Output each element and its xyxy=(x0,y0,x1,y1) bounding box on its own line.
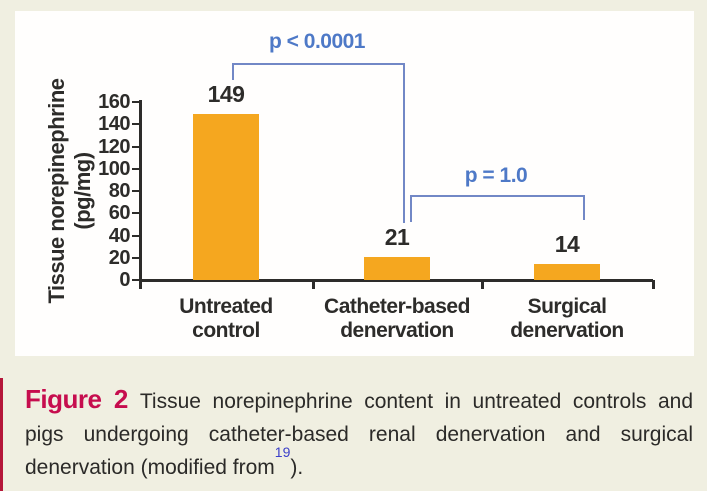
y-axis-tick-label: 20 xyxy=(108,246,131,269)
category-label-line1: Catheter-based xyxy=(324,295,470,318)
p-value-label: p < 0.0001 xyxy=(269,30,366,53)
figure-caption: Figure 2 Tissue norepinephrine content in… xyxy=(25,383,693,484)
p-value-label: p = 1.0 xyxy=(464,164,528,187)
x-axis-line xyxy=(139,279,653,282)
y-axis-tick-label: 100 xyxy=(98,157,130,180)
category-label-line1: Surgical xyxy=(527,295,607,318)
caption-end: ). xyxy=(290,456,304,479)
significance-bracket-right-leg xyxy=(403,63,405,223)
significance-bracket-top xyxy=(410,195,585,197)
bar-value-label: 21 xyxy=(384,223,410,250)
y-axis-tick-label: 40 xyxy=(108,224,131,247)
y-axis-tick xyxy=(132,145,140,148)
figure-label: Figure 2 xyxy=(25,384,128,414)
x-axis-tick xyxy=(139,280,142,289)
y-axis-tick xyxy=(132,123,140,126)
significance-bracket-left-leg xyxy=(410,195,412,222)
category-label-line1: Untreated xyxy=(179,295,273,318)
y-axis-tick-label: 140 xyxy=(98,113,130,136)
y-axis-tick xyxy=(132,279,140,281)
caption-text: Tissue norepinephrine content in untreat… xyxy=(25,390,693,479)
y-axis-tick-label: 80 xyxy=(108,180,131,202)
bar-3 xyxy=(534,264,600,280)
category-label-line2: denervation xyxy=(510,319,624,342)
category-label: Untreated control xyxy=(131,295,321,343)
y-axis-tick xyxy=(132,190,140,192)
bar-value-label: 149 xyxy=(207,81,245,108)
y-axis-tick xyxy=(132,256,140,259)
category-label-line2: control xyxy=(192,319,260,342)
y-axis-tick-label: 0 xyxy=(119,269,130,291)
bar-2 xyxy=(364,256,430,280)
y-axis-tick xyxy=(132,101,140,103)
y-axis-tick xyxy=(132,167,140,170)
page-edge-rule xyxy=(0,378,3,491)
significance-bracket-top xyxy=(232,63,405,65)
reference-link[interactable]: 19 xyxy=(274,444,291,460)
chart-panel: Tissue norepinephrine (pg/mg) 0 20 40 60 80 1… xyxy=(15,11,694,356)
y-axis-line xyxy=(139,100,142,281)
x-axis-tick xyxy=(312,280,315,289)
bar-1 xyxy=(193,114,259,280)
y-axis-tick-label: 60 xyxy=(108,202,131,225)
y-axis-title-line1: Tissue norepinephrine xyxy=(44,78,69,304)
y-axis-tick-label: 120 xyxy=(98,135,130,158)
bar-value-label: 14 xyxy=(554,231,580,258)
significance-bracket-left-leg xyxy=(232,63,234,80)
x-axis-tick xyxy=(652,280,655,289)
category-label: Surgical denervation xyxy=(472,295,662,343)
x-axis-tick xyxy=(481,280,484,289)
y-axis-tick xyxy=(132,234,140,237)
y-axis-tick-label: 160 xyxy=(98,91,130,113)
y-axis-tick xyxy=(132,212,140,215)
category-label-line2: denervation xyxy=(340,319,454,342)
significance-bracket-right-leg xyxy=(583,195,585,220)
category-label: Catheter-based denervation xyxy=(302,295,492,343)
